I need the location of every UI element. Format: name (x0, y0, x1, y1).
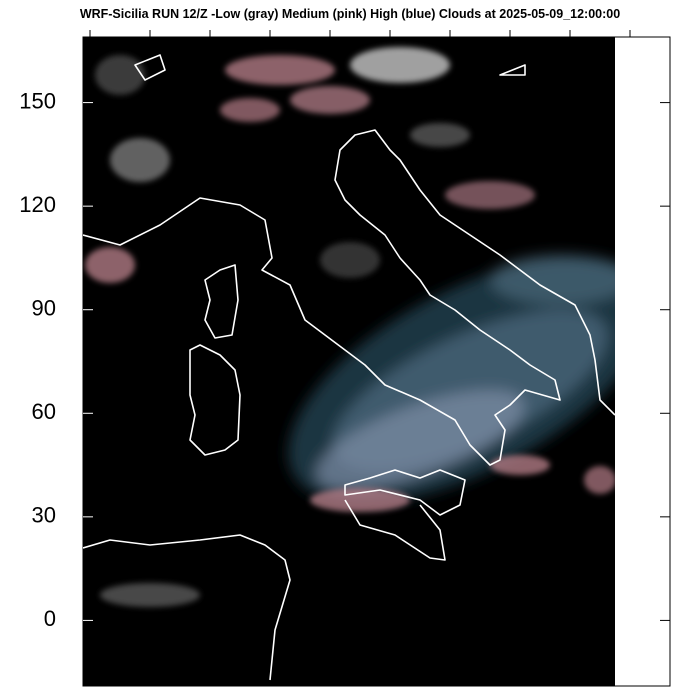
y-tick-label: 150 (19, 88, 56, 113)
map-title: WRF-Sicilia RUN 12/Z -Low (gray) Medium … (80, 7, 620, 21)
coastlines (83, 54, 615, 681)
y-tick-label: 120 (19, 192, 56, 217)
y-tick-label: 0 (44, 606, 56, 631)
high-clouds (288, 255, 615, 504)
y-tick-label: 90 (32, 296, 56, 321)
y-tick-label: 60 (32, 399, 56, 424)
map-area (83, 37, 615, 686)
y-tick-label: 30 (32, 503, 56, 528)
top-axis-ticks (89, 30, 631, 37)
low-clouds (95, 47, 470, 607)
medium-clouds (85, 55, 615, 512)
